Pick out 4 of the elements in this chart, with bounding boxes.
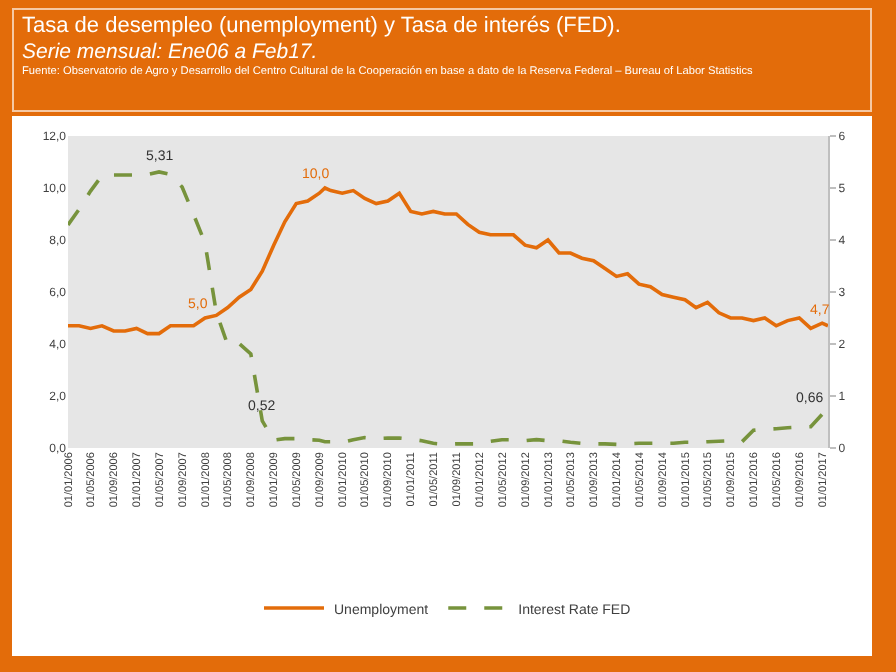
line-series xyxy=(68,186,828,336)
chart-title: Tasa de desempleo (unemployment) y Tasa de interés (FED). xyxy=(22,14,623,40)
chart-subtitle: Serie mensual: Ene06 a Feb17. xyxy=(22,40,320,66)
line-series xyxy=(68,170,828,447)
